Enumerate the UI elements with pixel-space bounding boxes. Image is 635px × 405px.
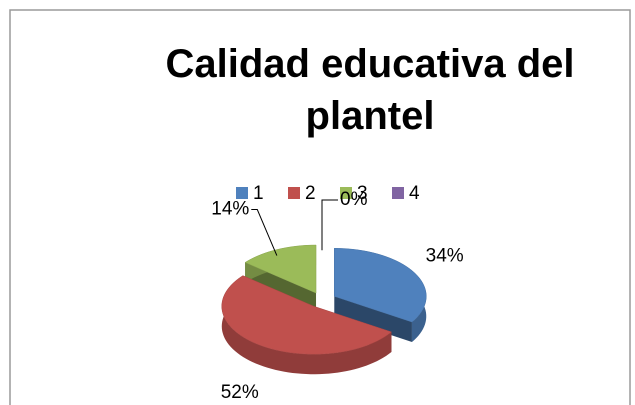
chart-frame xyxy=(9,9,631,405)
leader-line xyxy=(321,199,338,251)
leader-line xyxy=(251,209,278,256)
legend-swatch xyxy=(340,187,352,199)
legend-swatch xyxy=(392,187,404,199)
legend-label: 4 xyxy=(409,183,420,204)
legend-label: 3 xyxy=(357,183,368,204)
slice xyxy=(334,248,427,343)
slice-top xyxy=(334,248,427,323)
slice-top xyxy=(221,275,392,355)
slice xyxy=(221,275,392,375)
legend-label: 1 xyxy=(253,183,264,204)
chart-title: Calidad educativa del plantel xyxy=(165,42,575,138)
slice-wall xyxy=(221,275,392,375)
data-label: 0% xyxy=(340,189,368,210)
data-label: 14% xyxy=(211,199,249,220)
legend-label: 2 xyxy=(305,183,316,204)
data-label: 34% xyxy=(426,246,464,267)
legend-swatch xyxy=(236,187,248,199)
legend-swatch xyxy=(288,187,300,199)
slice-side xyxy=(334,296,412,343)
slice-top xyxy=(244,244,317,294)
data-label: 52% xyxy=(221,382,259,403)
